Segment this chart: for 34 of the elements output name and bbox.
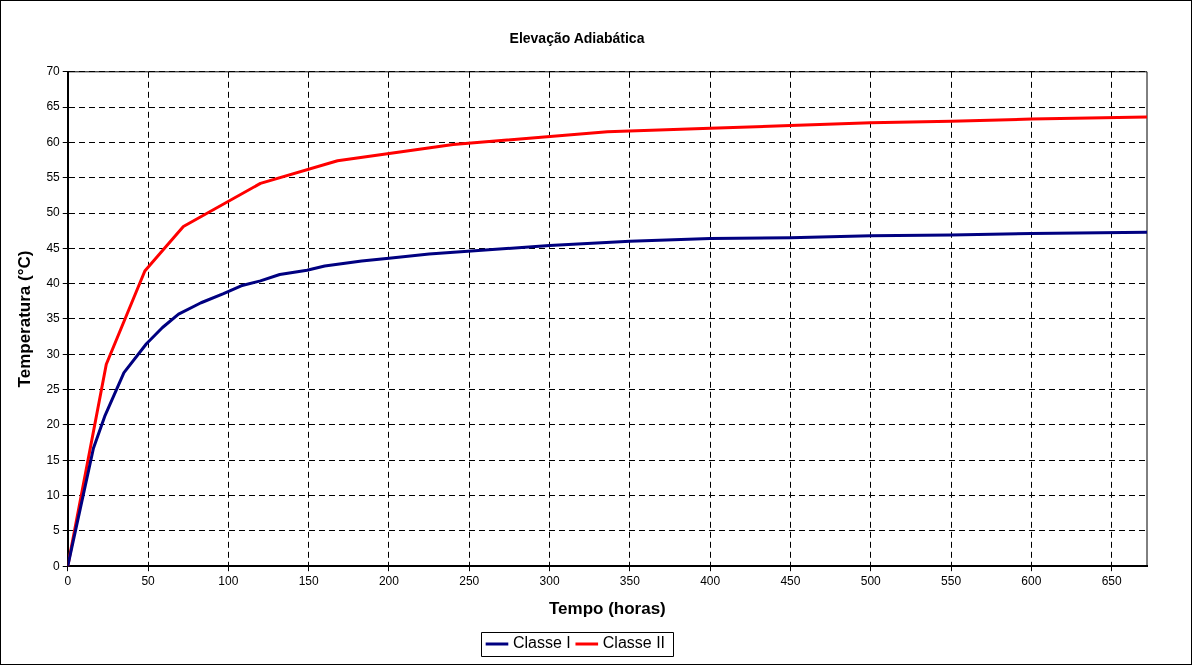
y-axis-title: Temperatura (°C) [14,250,34,388]
x-axis-title: Tempo (horas) [548,599,666,619]
y-tick-label: 15 [46,452,61,467]
x-tick-label: 150 [298,573,319,588]
y-tick-label: 10 [46,487,61,502]
y-tick-label: 45 [46,240,61,255]
x-tick-label: 650 [1101,573,1122,588]
x-tick-label: 350 [619,573,641,588]
y-tick-label: 35 [46,311,61,326]
y-tick-label: 0 [53,558,61,573]
x-tick-label: 500 [860,573,882,588]
x-tick-label: 50 [141,573,156,588]
y-tick-label: 25 [46,381,61,396]
x-tick-label: 100 [218,573,239,588]
y-tick-label: 50 [46,205,61,220]
x-tick-label: 400 [700,573,721,588]
y-tick-label: 55 [46,170,61,185]
y-tick-label: 40 [46,276,61,290]
y-tick-label: 60 [46,134,61,149]
legend-label: Classe II [602,634,666,652]
y-tick-label: 65 [46,99,61,114]
y-tick-label: 20 [46,417,61,432]
x-tick-label: 250 [459,573,480,588]
x-tick-label: 200 [378,573,400,588]
x-tick-label: 450 [780,573,801,588]
x-tick-label: 550 [941,573,962,588]
y-tick-label: 5 [53,523,61,538]
y-tick-label: 70 [46,64,61,79]
x-tick-label: 300 [539,573,560,588]
chart-title: Elevação Adiabática [509,30,645,47]
x-tick-label: 600 [1021,573,1042,588]
x-tick-label: 0 [64,573,72,588]
y-tick-label: 30 [46,346,61,361]
legend-label: Classe I [512,634,571,652]
